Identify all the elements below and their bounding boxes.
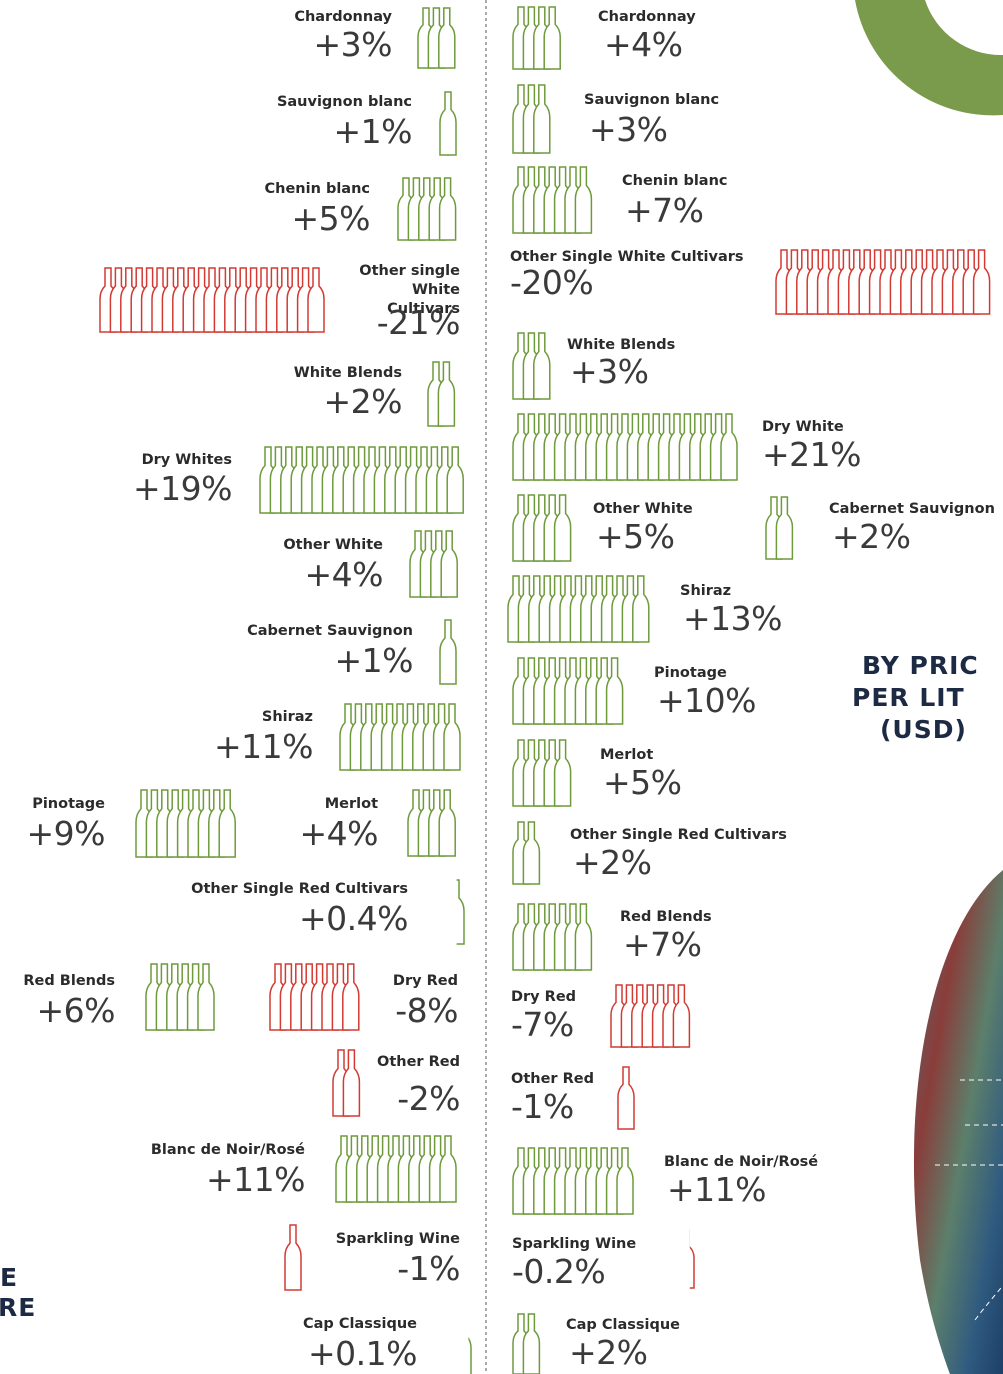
bottle-group [136, 790, 235, 857]
item-value: +2% [573, 846, 652, 879]
bottle-group [448, 880, 464, 944]
bottle-group [333, 1050, 359, 1116]
bottle-group [618, 1067, 634, 1129]
item-value: +7% [623, 928, 702, 961]
bottle-group [513, 85, 550, 153]
item-label: Merlot [325, 795, 378, 814]
item-label: Red Blends [23, 972, 115, 991]
bottle-group [340, 704, 460, 770]
item-value: +0.4% [299, 902, 408, 935]
bottle-group [513, 658, 623, 724]
item-label: Other Single Red Cultivars [191, 880, 408, 899]
item-value: +6% [36, 994, 115, 1027]
bottle-group [513, 1148, 633, 1214]
price-heading: PER LIT [852, 682, 965, 713]
item-value: -21% [377, 306, 460, 339]
item-label: Cabernet Sauvignon [247, 622, 413, 641]
item-value: +2% [832, 520, 911, 553]
item-label: Dry Red [393, 972, 458, 991]
item-value: -20% [510, 266, 593, 299]
item-label: Chenin blanc [264, 180, 370, 199]
item-value: +1% [333, 115, 412, 148]
bottle-group [440, 620, 456, 684]
item-value: +19% [133, 472, 232, 505]
bottle-group [146, 964, 214, 1030]
bottle-group [428, 362, 454, 426]
bottle-group [410, 531, 457, 597]
item-value: -8% [395, 994, 458, 1027]
item-value: -0.2% [512, 1255, 605, 1288]
bottle-group [440, 92, 456, 155]
item-value: +4% [604, 28, 683, 61]
item-label: Chenin blanc [622, 172, 728, 191]
item-value: +3% [313, 28, 392, 61]
item-value: +5% [291, 202, 370, 235]
bottle-group [611, 985, 689, 1047]
item-label: White Blends [294, 364, 402, 383]
bottle-group [336, 1136, 456, 1202]
item-label: Sauvignon blanc [584, 91, 719, 110]
item-label: Blanc de Noir/Rosé [151, 1141, 305, 1160]
price-heading: BY PRIC [862, 650, 979, 681]
item-value: +5% [596, 520, 675, 553]
bottle-group [766, 497, 792, 559]
item-label: Other White [283, 536, 383, 555]
item-value: +7% [625, 194, 704, 227]
item-value: +2% [323, 385, 402, 418]
item-label: Other Red [377, 1053, 460, 1072]
bottle-group [260, 447, 463, 513]
item-value: +3% [570, 355, 649, 388]
item-label: Pinotage [32, 795, 105, 814]
price-heading: (USD) [880, 714, 967, 745]
bottle-group [513, 7, 560, 69]
item-value: +11% [667, 1173, 766, 1206]
bottle-group [678, 1230, 694, 1288]
bottle-group [513, 822, 539, 884]
item-value: -1% [397, 1252, 460, 1285]
item-label: Shiraz [262, 708, 313, 727]
bottle-group [100, 268, 324, 332]
item-label: Sauvignon blanc [277, 93, 412, 112]
item-value: -7% [511, 1008, 574, 1041]
item-value: +4% [304, 558, 383, 591]
bottle-group [513, 904, 591, 970]
item-label: Sparkling Wine [336, 1230, 460, 1249]
bottle-group [285, 1225, 301, 1290]
item-value: +3% [589, 113, 668, 146]
page: (() => { const data = JSON.parse(documen… [0, 0, 1003, 1374]
bottle-group [455, 1318, 471, 1374]
container-photo [914, 870, 1003, 1374]
item-value: +0.1% [308, 1337, 417, 1370]
bottle-group [513, 740, 571, 806]
item-value: +10% [657, 684, 756, 717]
bottle-group [513, 495, 571, 561]
bottle-group [270, 964, 359, 1030]
item-value: +13% [683, 602, 782, 635]
item-label: Cap Classique [303, 1315, 417, 1334]
item-value: -2% [397, 1082, 460, 1115]
item-value: +9% [26, 817, 105, 850]
item-label: Dry Whites [142, 451, 232, 470]
bottle-group [398, 178, 456, 240]
bottle-group [513, 333, 550, 399]
bottle-group [408, 790, 455, 856]
bottle-group [508, 576, 649, 642]
bottle-group [513, 1314, 539, 1374]
item-value: +11% [206, 1163, 305, 1196]
item-value: +21% [762, 438, 861, 471]
bottle-group [776, 250, 990, 314]
cut-heading: RE [0, 1292, 36, 1323]
bottle-group [418, 8, 455, 68]
bottle-group [513, 167, 591, 233]
cut-heading: E [0, 1262, 18, 1293]
item-value: +4% [299, 817, 378, 850]
item-value: +2% [569, 1336, 648, 1369]
green-arc [855, 0, 1003, 115]
item-value: -1% [511, 1090, 574, 1123]
item-value: +1% [334, 644, 413, 677]
bottle-group [513, 414, 737, 480]
item-value: +5% [603, 766, 682, 799]
item-value: +11% [214, 730, 313, 763]
